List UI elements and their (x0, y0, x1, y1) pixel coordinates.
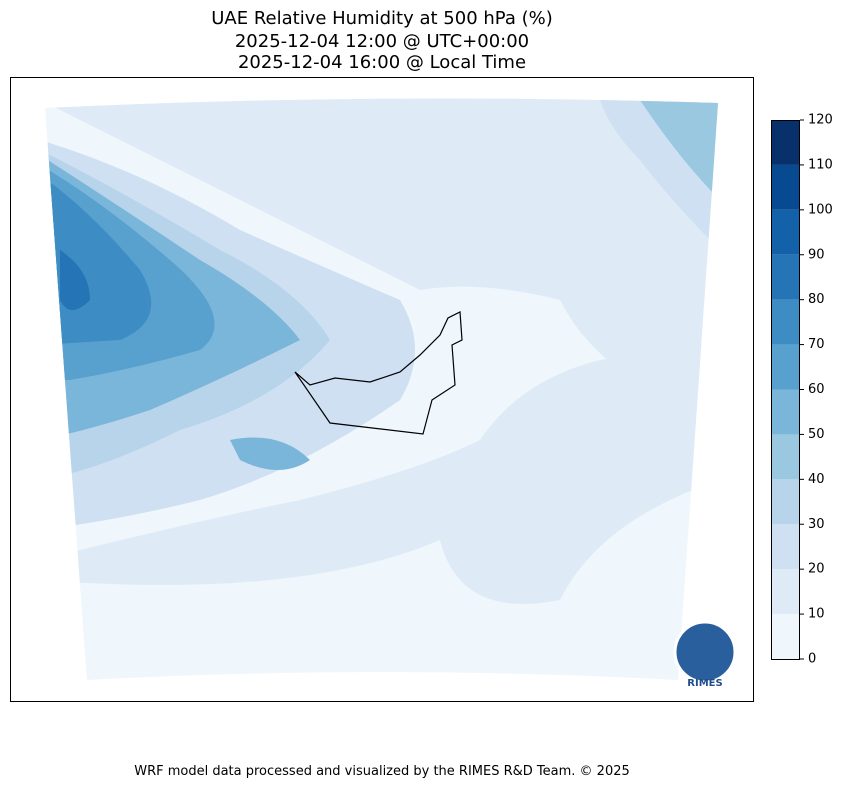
colorbar-segment (771, 254, 800, 300)
colorbar: 0 10 20 30 40 50 60 70 80 90 100 110 120 (771, 113, 833, 667)
colorbar-tick-label: 50 (808, 427, 825, 442)
colorbar-segment (771, 299, 800, 345)
colorbar-segment (771, 344, 800, 390)
colorbar-tick-label: 40 (808, 472, 825, 487)
colorbar-segment (771, 120, 800, 165)
map-field (45, 98, 718, 681)
colorbar-tick-label: 0 (808, 652, 816, 667)
colorbar-tick-label: 10 (808, 607, 825, 622)
colorbar-tick-label: 80 (808, 292, 825, 307)
colorbar-tick-label: 20 (808, 562, 825, 577)
colorbar-segment (771, 434, 800, 480)
colorbar-segment (771, 389, 800, 435)
uae-border (294, 311, 463, 435)
colorbar-segment (771, 614, 800, 659)
footer: WRF model data processed and visualized … (134, 764, 630, 779)
colorbar-segment (771, 209, 800, 255)
colorbar-tick-label: 100 (808, 202, 833, 217)
logo-text: RIMES (687, 678, 722, 689)
colorbar-tick-label: 60 (808, 382, 825, 397)
logo-emblem (673, 620, 737, 684)
colorbar-segment (771, 479, 800, 525)
colorbar-segment (771, 164, 800, 210)
title-line: 2025-12-04 16:00 @ Local Time (238, 52, 526, 73)
colorbar-tick-label: 90 (808, 247, 825, 262)
colorbar-tick-label: 70 (808, 337, 825, 352)
title-line: UAE Relative Humidity at 500 hPa (%) (211, 8, 552, 29)
colorbar-tick-label: 120 (808, 113, 833, 128)
colorbar-frame (771, 120, 800, 660)
colorbar-segment (771, 524, 800, 570)
title-line: 2025-12-04 12:00 @ UTC+00:00 (235, 31, 529, 52)
colorbar-tick-label: 30 (808, 517, 825, 532)
colorbar-segment (771, 569, 800, 615)
colorbar-tick-label: 110 (808, 157, 833, 172)
